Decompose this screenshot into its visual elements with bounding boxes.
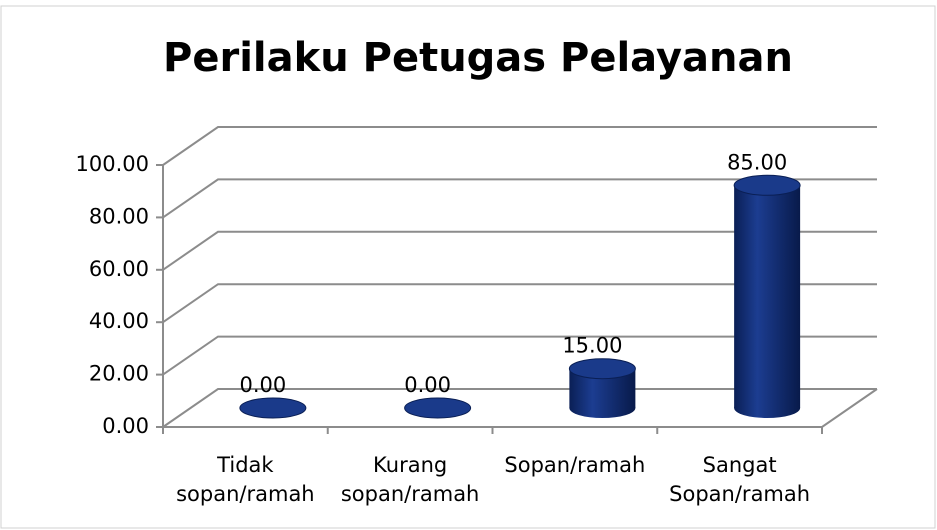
y-tick-label: 40.00 — [89, 309, 149, 333]
y-tick-label: 20.00 — [89, 362, 149, 386]
y-tick-label: 0.00 — [102, 414, 149, 438]
grid-line — [162, 126, 877, 166]
bar — [733, 174, 801, 418]
bar-top — [404, 397, 472, 419]
grid-line — [162, 335, 877, 376]
x-tick-label: Sopan/ramah — [504, 453, 646, 477]
data-label: 85.00 — [727, 150, 787, 174]
x-tick-label: Kurang sopan/ramah — [340, 453, 480, 506]
bar — [568, 358, 636, 418]
bar-bottom — [569, 398, 636, 418]
data-label: 0.00 — [404, 373, 451, 397]
bar — [239, 397, 307, 419]
bar-bottom — [734, 398, 801, 418]
bar-top — [239, 397, 307, 419]
data-label: 0.00 — [239, 373, 286, 397]
data-label: 15.00 — [562, 334, 622, 358]
chart-title: Perilaku Petugas Pelayanan — [163, 35, 793, 81]
bar-body — [734, 185, 801, 408]
y-tick-label: 100.00 — [76, 152, 149, 176]
bar-top — [568, 358, 636, 380]
x-tick-label: Sangat Sopan/ramah — [669, 453, 811, 506]
grid-line — [162, 283, 877, 324]
grid-line — [162, 388, 877, 428]
grid-line — [162, 230, 877, 271]
bar-top — [733, 174, 801, 196]
x-tick-label: Tidak sopan/ramah — [176, 453, 315, 506]
bar — [404, 397, 472, 419]
y-tick-label: 80.00 — [89, 204, 149, 228]
grid-line — [162, 178, 877, 219]
y-tick-label: 60.00 — [89, 257, 149, 281]
